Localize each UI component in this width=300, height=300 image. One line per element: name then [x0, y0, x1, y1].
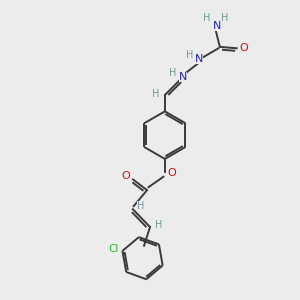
Text: H: H [203, 13, 211, 23]
Text: O: O [167, 168, 176, 178]
Text: H: H [154, 220, 162, 230]
Text: Cl: Cl [108, 244, 119, 254]
Text: H: H [221, 13, 229, 23]
Text: N: N [178, 72, 187, 82]
Text: H: H [137, 201, 144, 211]
Text: N: N [213, 21, 221, 31]
Text: H: H [152, 89, 159, 99]
Text: H: H [169, 68, 177, 78]
Text: O: O [239, 44, 248, 53]
Text: O: O [122, 172, 130, 182]
Text: N: N [195, 54, 203, 64]
Text: H: H [186, 50, 194, 60]
